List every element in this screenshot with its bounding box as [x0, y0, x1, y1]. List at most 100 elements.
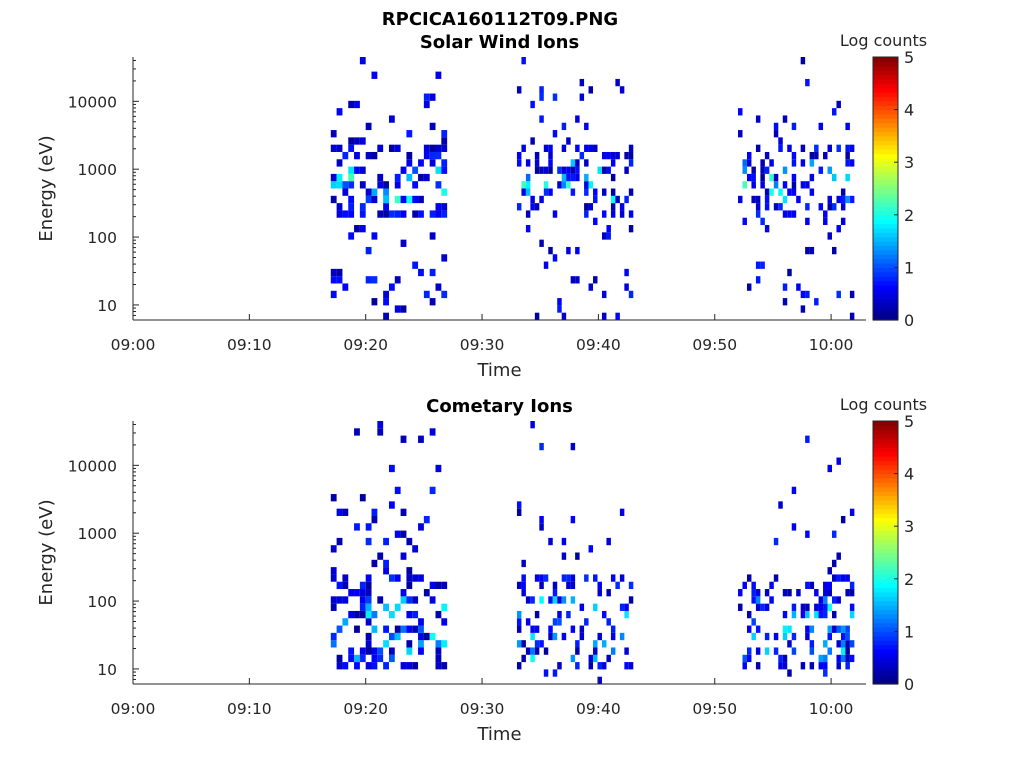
- colorbar-tick-label: 1: [904, 622, 914, 641]
- spectrogram-cell: [845, 122, 850, 131]
- spectrogram-cell: [435, 144, 442, 152]
- spectrogram-cell: [435, 662, 442, 670]
- x-tick-label: 09:20: [343, 336, 388, 354]
- spectrogram-cell: [429, 298, 436, 306]
- x-tick-label: 09:00: [111, 700, 156, 718]
- colorbar-swatch: [873, 451, 898, 457]
- spectrogram-cell: [805, 217, 810, 226]
- spectrogram-cell: [342, 283, 349, 291]
- spectrogram-cell: [365, 603, 372, 611]
- spectrogram-cell: [441, 662, 448, 670]
- colorbar-swatch: [873, 311, 898, 317]
- spectrogram-cell: [584, 618, 589, 626]
- x-tick-label: 09:50: [692, 336, 737, 354]
- colorbar-swatch: [873, 70, 898, 76]
- colorbar-frame: [872, 56, 899, 321]
- spectrogram-cell: [534, 640, 540, 648]
- spectrogram-cell: [791, 151, 797, 160]
- spectrogram-cell: [330, 640, 337, 648]
- spectrogram-cell: [845, 625, 850, 633]
- spectrogram-cell: [429, 268, 436, 277]
- colorbar-swatch: [873, 653, 898, 659]
- colorbar-swatch: [873, 552, 898, 558]
- spectrogram-cell: [377, 181, 384, 189]
- spectrogram-cell: [831, 173, 837, 182]
- colorbar-swatch: [873, 83, 898, 89]
- spectrogram-cell: [742, 662, 747, 670]
- spectrogram-cell: [823, 669, 828, 677]
- spectrogram-cell: [359, 610, 366, 619]
- colorbar-swatch: [873, 61, 898, 67]
- spectrogram-cell: [773, 130, 779, 138]
- x-tick-label: 09:20: [343, 700, 388, 718]
- spectrogram-cell: [336, 173, 343, 182]
- spectrogram-cell: [624, 647, 629, 655]
- spectrogram-cell: [764, 589, 770, 597]
- colorbar-swatch: [873, 583, 898, 589]
- spectrogram-cell: [388, 654, 395, 663]
- spectrogram-cell: [840, 632, 846, 641]
- spectrogram-cell: [354, 523, 360, 531]
- spectrogram-cell: [330, 596, 337, 604]
- colorbar-swatch: [873, 201, 898, 207]
- spectrogram-cell: [383, 203, 389, 211]
- spectrogram-cell: [561, 632, 567, 641]
- spectrogram-cell: [791, 523, 797, 531]
- spectrogram-cell: [588, 203, 594, 211]
- spectrogram-cell: [342, 581, 349, 590]
- spectrogram-cell: [787, 188, 792, 196]
- spectrogram-cell: [330, 268, 337, 277]
- spectrogram-cell: [342, 210, 349, 218]
- spectrogram-cell: [579, 625, 585, 633]
- spectrogram-cell: [751, 589, 756, 597]
- spectrogram-cell: [354, 625, 360, 633]
- colorbar-swatch: [873, 666, 898, 672]
- spectrogram-cell: [429, 486, 436, 495]
- spectrogram-cells: [330, 421, 855, 684]
- colorbar-swatch: [873, 65, 898, 71]
- spectrogram-cell: [530, 647, 535, 655]
- spectrogram-cell: [840, 574, 846, 582]
- spectrogram-cell: [742, 654, 747, 663]
- colorbar-label: Log counts: [840, 31, 927, 50]
- colorbar-swatch: [873, 210, 898, 216]
- spectrogram-cell: [336, 508, 343, 516]
- spectrogram-cell: [539, 442, 544, 451]
- spectrogram-cell: [394, 574, 401, 582]
- colorbar-swatch: [873, 179, 898, 185]
- colorbar-swatch: [873, 526, 898, 532]
- spectrogram-cell: [755, 144, 761, 152]
- colorbar-swatch: [873, 157, 898, 163]
- spectrogram-cell: [354, 151, 360, 160]
- spectrogram-cell: [534, 203, 540, 211]
- spectrogram-cell: [823, 603, 828, 611]
- spectrogram-cell: [601, 210, 607, 218]
- spectrogram-cell: [336, 662, 343, 670]
- spectrogram-cell: [782, 654, 788, 663]
- colorbar-swatch: [873, 530, 898, 536]
- colorbar-swatch: [873, 122, 898, 128]
- colorbar-swatch: [873, 100, 898, 106]
- spectrogram-cell: [773, 203, 779, 211]
- spectrogram-cell: [849, 290, 855, 299]
- spectrogram-cell: [534, 166, 540, 174]
- spectrogram-cell: [566, 181, 571, 189]
- colorbar-swatch: [873, 96, 898, 102]
- spectrogram-cell: [742, 166, 747, 174]
- colorbar-swatch: [873, 539, 898, 545]
- spectrogram-cell: [840, 217, 846, 226]
- spectrogram-cell: [566, 166, 571, 174]
- spectrogram-cell: [525, 159, 531, 167]
- spectrogram-cell: [624, 610, 629, 619]
- spectrogram-cell: [746, 654, 752, 663]
- spectrogram-cell: [365, 610, 372, 619]
- spectrogram-cell: [570, 159, 576, 167]
- spectrogram-cell: [521, 654, 526, 663]
- spectrogram-cell: [579, 603, 585, 611]
- spectrogram-cell: [791, 610, 797, 619]
- spectrogram-cell: [371, 508, 378, 516]
- spectrogram-cell: [336, 108, 343, 116]
- spectrogram-cell: [570, 166, 576, 174]
- spectrogram-cell: [365, 596, 372, 604]
